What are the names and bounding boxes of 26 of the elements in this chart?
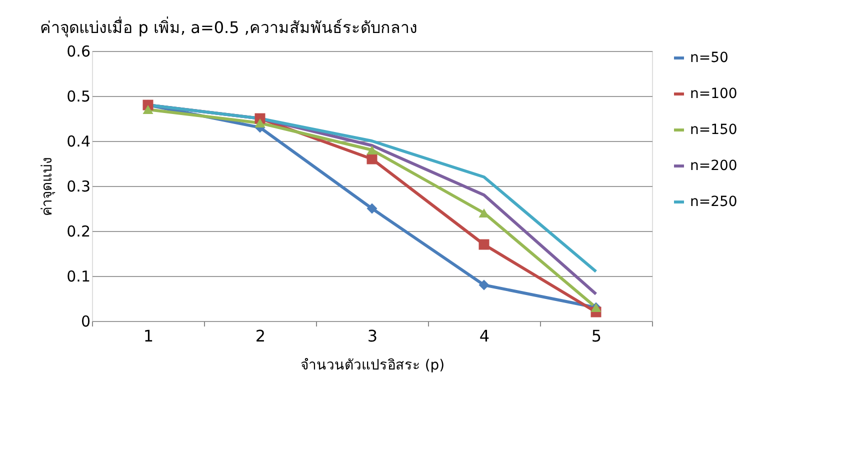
legend-label: n=200 [690, 158, 738, 174]
legend-label: n=50 [690, 50, 728, 66]
x-tick-label: 1 [143, 326, 154, 346]
y-axis-title: ค่าจุดแบ่ง [40, 157, 56, 216]
y-tick-label: 0.1 [66, 268, 90, 286]
legend-label: n=250 [690, 194, 738, 210]
x-tick-label: 3 [367, 326, 378, 346]
point [142, 104, 154, 114]
point [254, 118, 266, 128]
y-tick-label: 0.6 [66, 42, 90, 60]
x-tick-label: 4 [479, 326, 490, 346]
y-tick-label: 0.4 [66, 132, 90, 150]
point [366, 145, 378, 155]
chart-title: ค่าจุดแบ่งเมื่อ p เพิ่ม, a=0.5 ,ความสัมพันธ์ระดับกลาง [40, 16, 418, 38]
x-axis-title: จำนวนตัวแปรอิสระ (p) [300, 358, 445, 374]
y-tick-label: 0.5 [66, 88, 90, 106]
x-tick-label: 5 [591, 326, 602, 346]
point [478, 239, 490, 250]
point [366, 203, 378, 214]
legend-label: n=100 [690, 86, 738, 102]
x-tick-label: 2 [255, 326, 266, 346]
point [478, 280, 490, 290]
y-tick-label: 0.3 [66, 178, 90, 196]
y-tick-label: 0.2 [66, 222, 90, 240]
legend-label: n=150 [690, 122, 738, 138]
y-tick-label: 0 [80, 312, 90, 330]
